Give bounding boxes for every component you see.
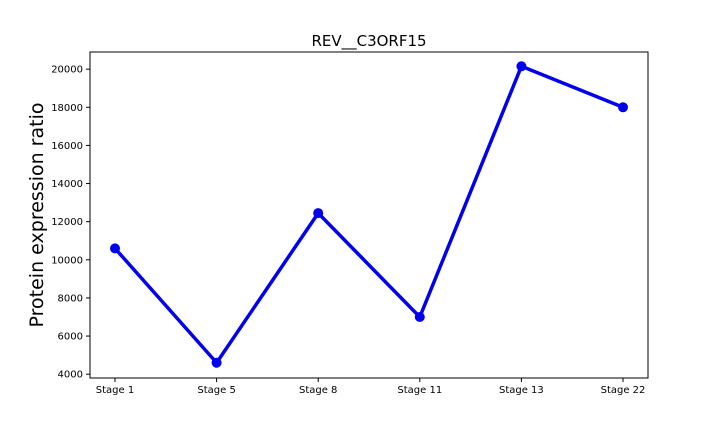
y-tick-label: 10000 [51, 255, 83, 266]
y-tick-label: 4000 [58, 370, 83, 381]
x-axis: Stage 1 Stage 5 Stage 8 Stage 11 Stage 13 Sta… [96, 378, 646, 396]
y-tick-label: 14000 [51, 179, 83, 190]
y-tick-label: 8000 [58, 293, 83, 304]
x-tick-label: Stage 11 [397, 385, 442, 396]
y-tick-label: 18000 [51, 103, 83, 114]
y-axis: 4000 6000 8000 10000 12000 14000 16000 18000 200… [51, 65, 90, 381]
x-tick-label: Stage 13 [499, 385, 544, 396]
series-group [110, 61, 628, 368]
data-point [516, 61, 527, 72]
x-tick-label: Stage 5 [197, 385, 235, 396]
x-tick-label: Stage 1 [96, 385, 134, 396]
data-point [110, 243, 120, 254]
y-axis-label: Protein expression ratio [26, 103, 48, 328]
data-point [414, 311, 425, 322]
chart-title: REV__C3ORF15 [311, 32, 426, 51]
series-line [113, 64, 624, 365]
data-point [211, 357, 222, 368]
y-tick-label: 12000 [51, 217, 83, 228]
data-point [313, 208, 324, 219]
y-tick-label: 20000 [51, 65, 83, 76]
x-tick-label: Stage 22 [601, 385, 646, 396]
y-tick-label: 16000 [51, 141, 83, 152]
plot-area [89, 51, 649, 379]
y-tick-label: 6000 [58, 332, 83, 343]
x-tick-label: Stage 8 [299, 385, 337, 396]
data-point [618, 102, 628, 113]
